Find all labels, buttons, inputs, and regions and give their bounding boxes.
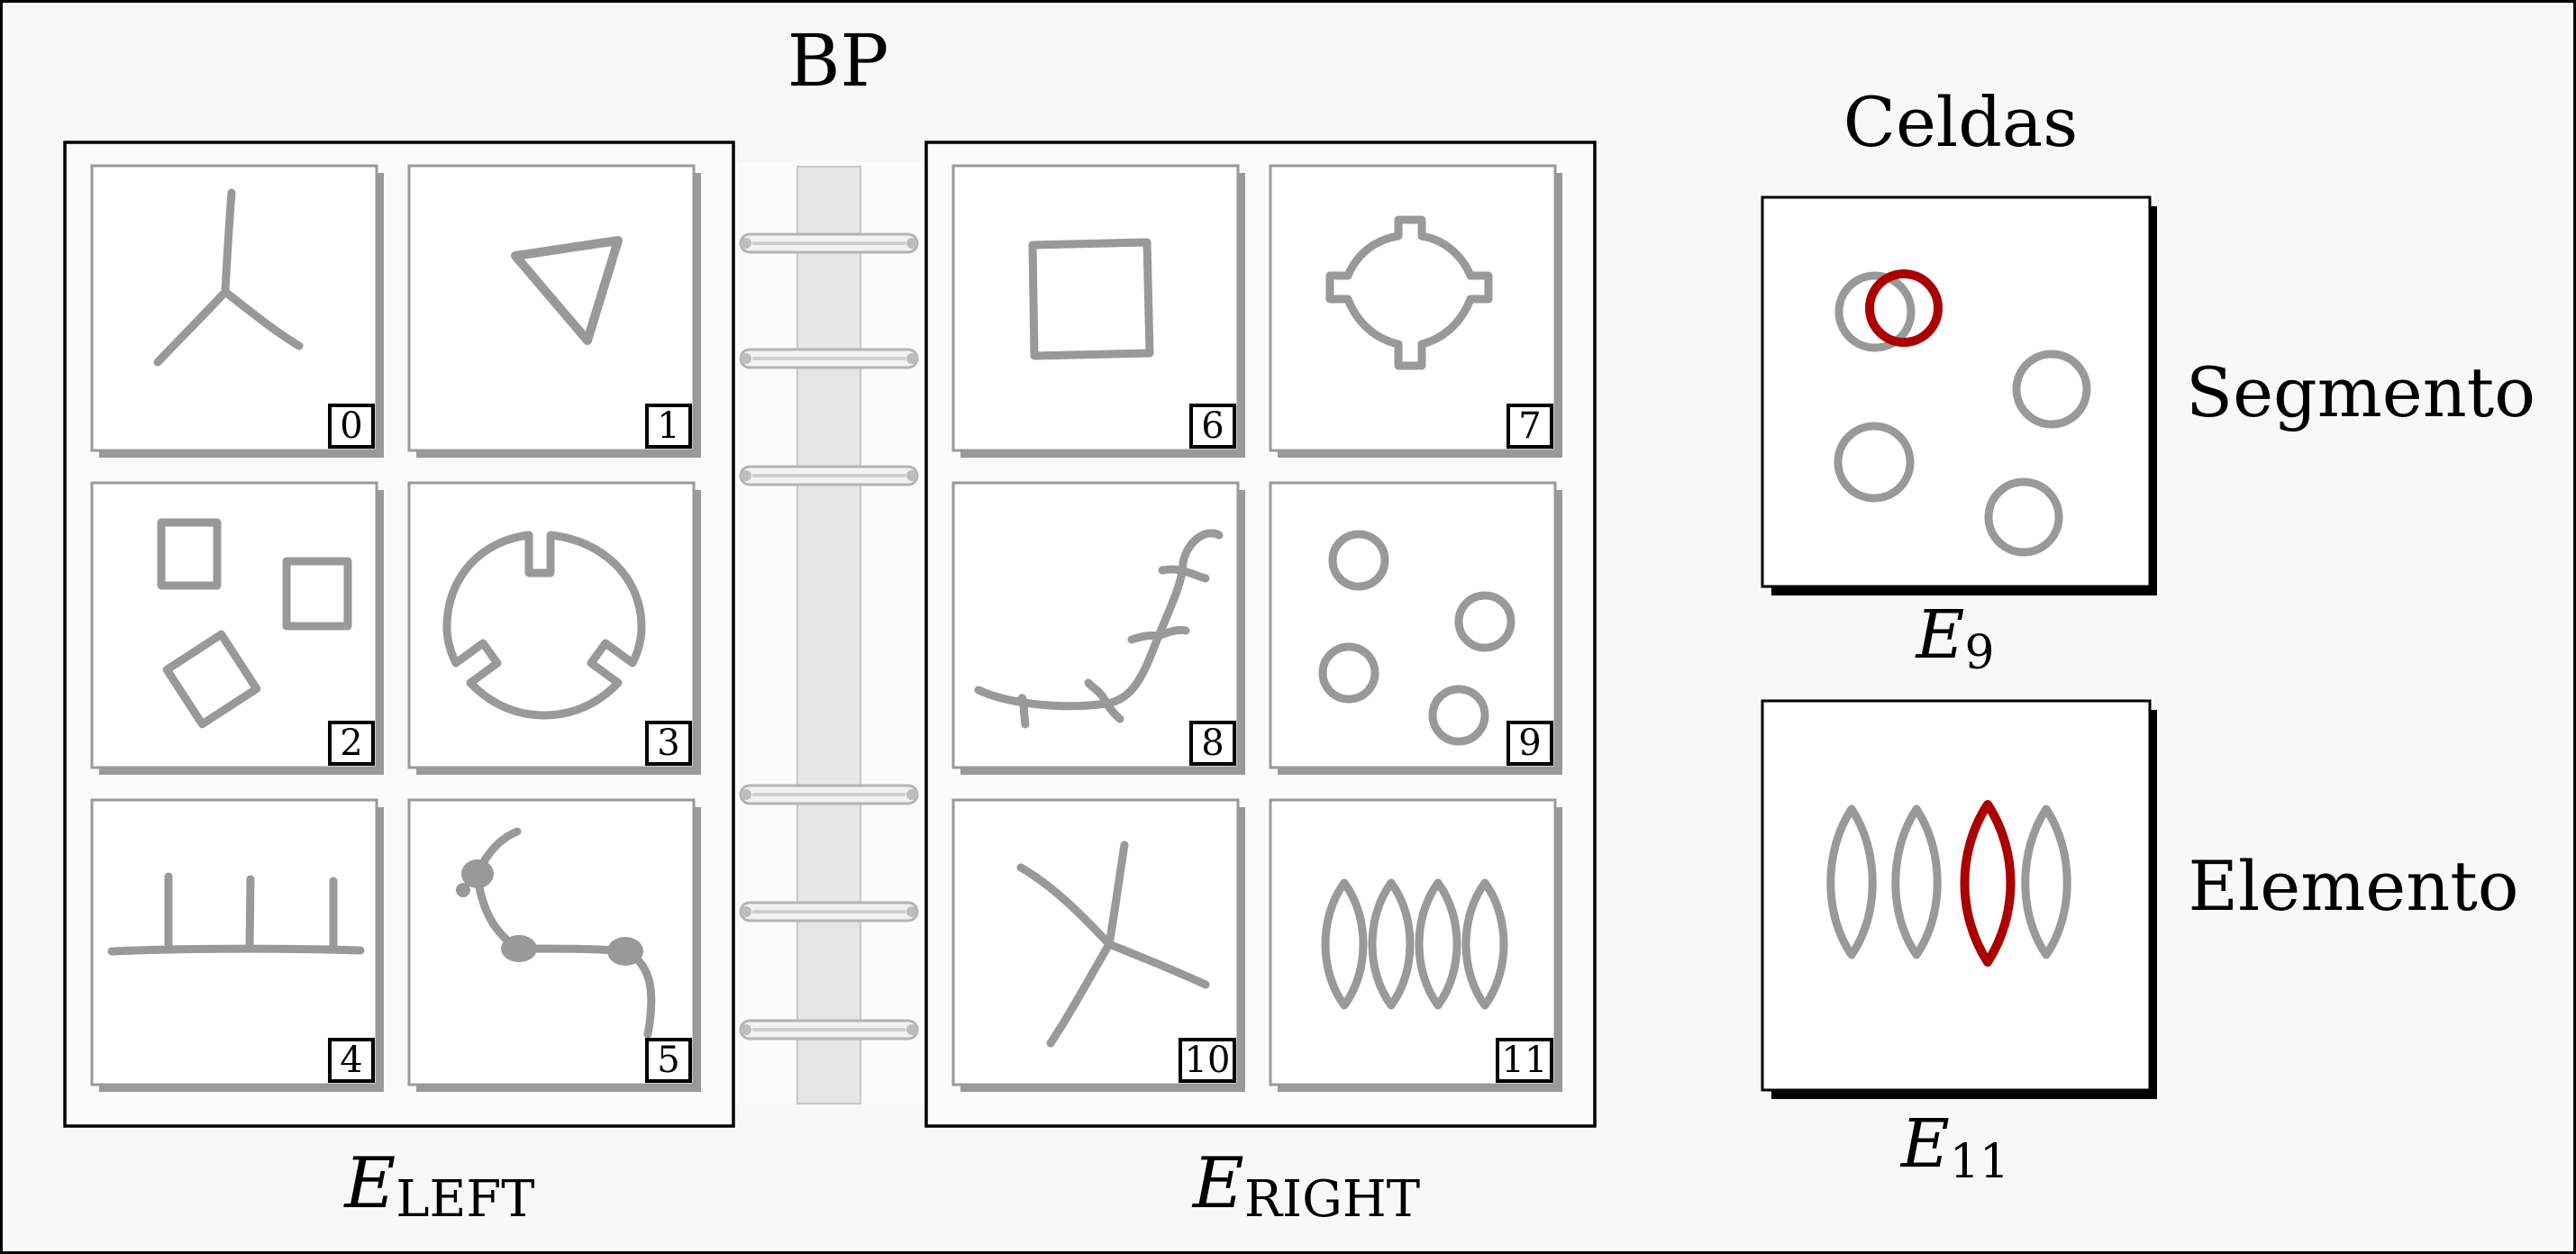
panel-frame [90,798,378,1086]
binder-ring [739,901,919,922]
panel-index-label: 1 [657,405,679,447]
element-lens [1826,804,1877,959]
segment-circle [1834,422,1915,503]
panel-index-label: 4 [340,1040,362,1081]
four-prong-star-shape [1016,841,1210,1048]
binder-ring [739,232,919,254]
element-cell [1761,699,2157,1099]
highlighted-element [1960,800,2016,967]
binder-ring [739,1019,919,1040]
four-lenses-shape [1321,878,1508,1010]
panel-index-box [1179,1038,1236,1083]
panel-index-box [645,721,692,766]
binder-rings [739,232,919,1040]
panel-frame [407,164,696,452]
element-lenses [1826,800,2071,967]
panel-index-box [328,721,375,766]
left-panel-2: 2 [90,481,384,775]
panel-index-box [1506,721,1553,766]
left-panel-1: 1 [407,164,701,458]
panel-frame [1269,164,1557,452]
segment-circle [2012,350,2091,429]
segment-circle [1834,271,1916,352]
panel-index-label: 9 [1518,722,1541,764]
notched-circle-shape [442,531,646,720]
panel-index-label: 7 [1518,405,1541,447]
left-panels: 0 1 2 3 4 5 [90,164,701,1092]
panel-index-box [645,404,692,449]
panel-index-box [1189,721,1236,766]
panel-index-box [1189,404,1236,449]
panel-index-box [328,1038,375,1083]
segment-circle [1984,477,2063,557]
left-panel-3: 3 [407,481,701,775]
panel-index-label: 10 [1185,1040,1231,1081]
square-shape [1028,238,1154,360]
left-panel-5: 5 [407,798,701,1092]
element-lens [2021,804,2071,959]
cells-title: Celdas [1843,82,2078,162]
panel-index-label: 3 [657,722,679,764]
binder-ring [739,784,919,805]
left-panel-4: 4 [90,798,384,1092]
binder-title: BP [787,19,889,103]
panel-frame [407,481,696,769]
left-page-label: ELEFT [342,1143,534,1229]
panel-index-label: 0 [340,405,362,447]
branched-curve-shape [974,529,1224,729]
left-panel-0: 0 [90,164,384,458]
panel-index-box [328,404,375,449]
four-tab-circle-shape [1325,215,1493,370]
segment-caption: Segmento [2186,352,2535,432]
right-panel-9: 9 [1269,481,1562,775]
highlighted-segment [1865,269,1943,347]
panel-index-box [1506,404,1553,449]
binder-ring [739,465,919,486]
panel-index-label: 2 [340,722,362,764]
panel-frame [90,164,378,452]
segment-circles [1834,269,2091,557]
panel-index-box [645,1038,692,1083]
panel-index-label: 5 [657,1040,679,1081]
beaded-curve-shape [456,827,656,1039]
right-panel-6: 6 [951,164,1245,458]
element-cell-label: E11 [1899,1105,2009,1189]
right-panel-11: 11 [1269,798,1562,1092]
right-panel-10: 10 [951,798,1245,1092]
triangle-shape [511,236,623,345]
right-panel-7: 7 [1269,164,1562,458]
segment-cell-label: E9 [1914,596,1994,680]
panel-frame [951,481,1240,769]
panel-index-box [1496,1038,1553,1083]
panel-index-label: 6 [1201,405,1224,447]
panel-frame [951,164,1240,452]
three-prong-star-shape [153,188,304,367]
three-squares-shape [157,518,352,729]
right-panel-8: 8 [951,481,1245,775]
segment-cell [1761,195,2157,595]
element-caption: Elemento [2188,846,2518,926]
panel-index-label: 8 [1201,722,1224,764]
right-panels: 6 7 8 9 10 11 [951,164,1562,1092]
panel-index-label: 11 [1502,1040,1548,1081]
right-page: 6 7 8 9 10 11 [924,141,1597,1128]
panel-frame [951,798,1240,1086]
left-page: 0 1 2 3 4 5 [63,141,735,1128]
binder-spine [734,162,924,1104]
right-page-label: ERIGHT [1191,1143,1420,1229]
four-small-circles-shape [1318,530,1516,746]
element-lens [1891,804,1942,959]
line-with-three-ticks-shape [107,872,365,956]
binder-ring [739,348,919,369]
